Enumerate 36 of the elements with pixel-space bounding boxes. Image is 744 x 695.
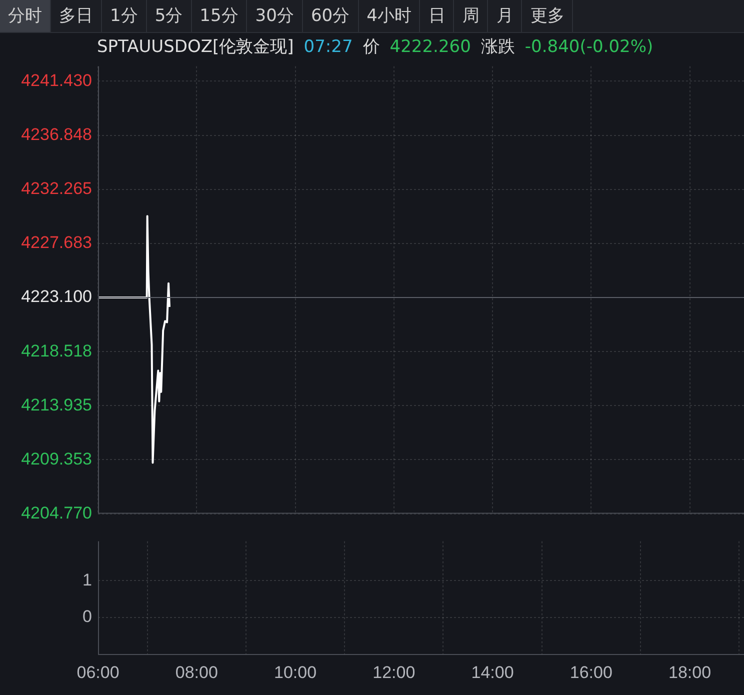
x-tick-label: 06:00 — [76, 662, 120, 682]
text: 日 — [420, 0, 454, 32]
y-tick-label: 4227.683 — [21, 233, 92, 252]
x-tick-label: 10:00 — [274, 662, 317, 682]
y-tick-label: 4241.430 — [21, 70, 92, 90]
text: 1分 — [102, 0, 147, 32]
y-tick-label: 4209.353 — [21, 449, 92, 468]
text: 分时 — [0, 0, 51, 32]
x-tick-label: 08:00 — [175, 662, 218, 682]
text: 07:27 — [304, 36, 353, 58]
text: 4222.260 — [390, 36, 471, 58]
chart-title: SPTAUUSDOZ[伦敦金现] — [97, 36, 294, 58]
y-tick-label: 4213.935 — [21, 395, 92, 414]
text: 涨跌 — [480, 36, 515, 58]
x-tick-label: 16:00 — [570, 662, 612, 682]
y-tick-label: 4236.848 — [21, 124, 92, 144]
text: 月 — [488, 0, 522, 32]
text: 多日 — [51, 0, 102, 32]
x-tick-label: 12:00 — [372, 662, 416, 682]
y-tick-label: 0 — [82, 607, 92, 626]
text: 4小时 — [358, 0, 420, 32]
text: 周 — [454, 0, 488, 32]
y-tick-label: 1 — [82, 570, 92, 590]
text: 5分 — [146, 0, 192, 32]
y-tick-label: 4204.770 — [21, 503, 92, 522]
x-tick-label: 14:00 — [471, 662, 514, 682]
text: 30分 — [247, 0, 303, 32]
text: 价 — [362, 36, 380, 58]
text: 更多 — [522, 0, 574, 32]
text: -0.840(-0.02%) — [524, 36, 654, 58]
y-tick-label: 4232.265 — [21, 179, 92, 198]
y-tick-label: 4223.100 — [21, 287, 92, 306]
y-tick-label: 4218.518 — [21, 341, 92, 360]
text: 15分 — [192, 0, 248, 32]
text: 60分 — [302, 0, 359, 32]
x-tick-label: 18:00 — [668, 662, 712, 682]
